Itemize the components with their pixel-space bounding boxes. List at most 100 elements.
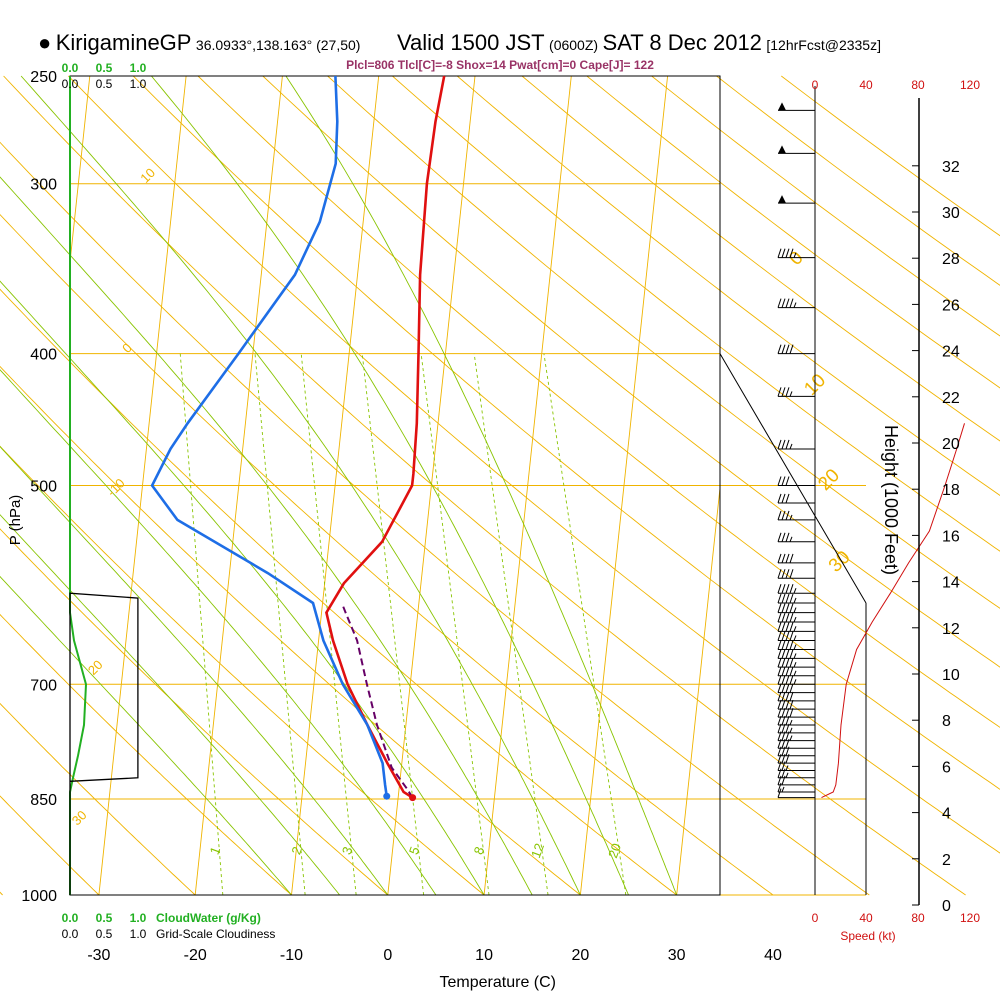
wind-barb-feather <box>785 584 790 594</box>
wind-barb-feather <box>789 649 794 659</box>
wind-barb-feather <box>785 657 790 668</box>
panel-diagonal <box>719 353 867 604</box>
dry-adiabat-line <box>0 613 292 896</box>
surface-temp-dot <box>409 794 417 802</box>
wind-barb <box>778 102 815 111</box>
wind-barb <box>777 622 815 632</box>
wind-barb <box>777 699 815 710</box>
wind-barb <box>777 344 815 355</box>
wind-barb-feather <box>789 593 794 604</box>
wind-barb-half <box>793 607 797 613</box>
wind-barb-feather <box>777 476 782 486</box>
wind-barb-half <box>793 597 797 604</box>
speed-scale-top: 40 <box>859 78 873 92</box>
wind-barb-half <box>789 727 793 734</box>
height-tick-label: 2 <box>942 852 951 869</box>
speed-scale-top: 80 <box>911 78 925 92</box>
pressure-tick-label: 300 <box>30 177 57 194</box>
wind-barb-half <box>793 588 797 594</box>
wind-barb-feather <box>777 593 782 604</box>
valid-time: Valid 1500 JST (0600Z) SAT 8 Dec 2012 [1… <box>397 30 881 56</box>
forecast-info: [12hrFcst@2335z] <box>766 37 881 53</box>
wind-barb-feather <box>777 683 782 693</box>
height-tick-label: 14 <box>942 575 960 592</box>
mixing-ratio-label: 1 <box>207 845 224 857</box>
valid-date: SAT 8 Dec 2012 <box>602 30 762 55</box>
dry-adiabat-line <box>0 795 100 896</box>
adiabat-label: 20 <box>814 465 844 495</box>
cloudiness-scale-top: 1.0 <box>130 77 147 91</box>
wind-barb <box>777 612 815 623</box>
wind-barb <box>777 649 815 659</box>
wind-barb <box>777 553 815 564</box>
station-bullet-icon: ● <box>38 30 52 55</box>
pressure-axis: 250 300 400 500 700 850 1000 P (hPa) <box>7 69 57 905</box>
wind-barb-feather <box>789 691 794 702</box>
isotherm-line <box>69 75 91 263</box>
wind-barb-feather <box>781 666 786 676</box>
pressure-tick-label: 250 <box>30 69 57 86</box>
wind-barb-feather <box>785 476 790 486</box>
wind-barb-feather <box>777 439 782 450</box>
wind-barb-feather <box>777 666 782 676</box>
dry-adiabat-line <box>327 75 1000 609</box>
mixing-ratio-label: 8 <box>471 845 488 857</box>
station-name: KirigamineGP <box>55 30 192 55</box>
moist-adiabats <box>0 75 678 896</box>
temperature-tick-label: 10 <box>475 947 493 964</box>
cloud-water-profile <box>69 76 88 895</box>
wind-barb-pennant <box>778 102 786 111</box>
wind-barb-feather <box>785 691 790 702</box>
moist-adiabat-line <box>0 176 533 896</box>
wind-barb-half <box>785 772 789 778</box>
height-tick-label: 28 <box>942 251 960 268</box>
wind-barb-half <box>785 765 789 771</box>
moist-adiabat-line <box>0 514 340 896</box>
height-tick-label: 26 <box>942 297 960 314</box>
wind-barb <box>777 476 815 486</box>
wind-barb <box>778 145 815 154</box>
temperature-tick-label: -10 <box>280 947 303 964</box>
dry-adiabat-line <box>0 445 485 896</box>
dry-adiabat-line <box>0 288 677 896</box>
wind-barb-pennant <box>778 145 786 154</box>
mixing-ratio-line <box>361 353 425 896</box>
wind-barb-feather <box>789 622 794 632</box>
dry-adiabat-line <box>651 75 1000 337</box>
height-tick-label: 16 <box>942 528 960 545</box>
wind-barb-feather <box>785 603 790 613</box>
wind-barb <box>777 298 815 309</box>
wind-barb-feather <box>785 387 790 397</box>
speed-scale-bottom: 40 <box>859 911 873 925</box>
wind-barb-feather <box>785 439 790 450</box>
wind-barb <box>777 707 815 718</box>
mixing-ratio-line <box>179 353 224 896</box>
wind-barb-feather <box>777 640 782 650</box>
cloud-water-label: CloudWater (g/Kg) <box>156 911 261 925</box>
temperature-tick-label: 40 <box>764 947 782 964</box>
wind-barb-feather <box>777 532 782 542</box>
cloud-water-scale-bottom: 1.0 <box>130 911 147 925</box>
isotherm-line <box>98 75 187 896</box>
wind-barb-feather <box>781 569 786 579</box>
mixing-ratio-line <box>473 353 549 896</box>
wind-barb-feather <box>781 584 786 594</box>
wind-barb-feather <box>777 788 782 798</box>
wind-barb-feather <box>781 683 786 693</box>
wind-barb-feather <box>777 344 782 354</box>
cloudiness-scale-top: 0.5 <box>96 77 113 91</box>
cloud-water-scale-top: 0.5 <box>96 61 113 75</box>
wind-barb <box>777 691 815 702</box>
pressure-tick-label: 400 <box>30 347 57 364</box>
wind-barb-feather <box>781 640 786 650</box>
mixing-ratio-label: 5 <box>406 845 423 857</box>
temperature-tick-label: -30 <box>87 947 110 964</box>
wind-barb-feather <box>781 553 786 564</box>
wind-barb-feather <box>789 344 794 354</box>
height-tick-label: 18 <box>942 482 960 499</box>
wind-barb <box>777 723 815 734</box>
wind-barb-feather <box>781 344 786 354</box>
wind-barb-feather <box>785 593 790 604</box>
chart-header: ● KirigamineGP 36.0933°,138.163° (27,50) <box>38 30 360 56</box>
scales: 0.0 0.0 0.0 0.0 0.5 0.5 0.5 0.5 1.0 1.0 1.0 1.0 Clou… <box>62 61 981 943</box>
